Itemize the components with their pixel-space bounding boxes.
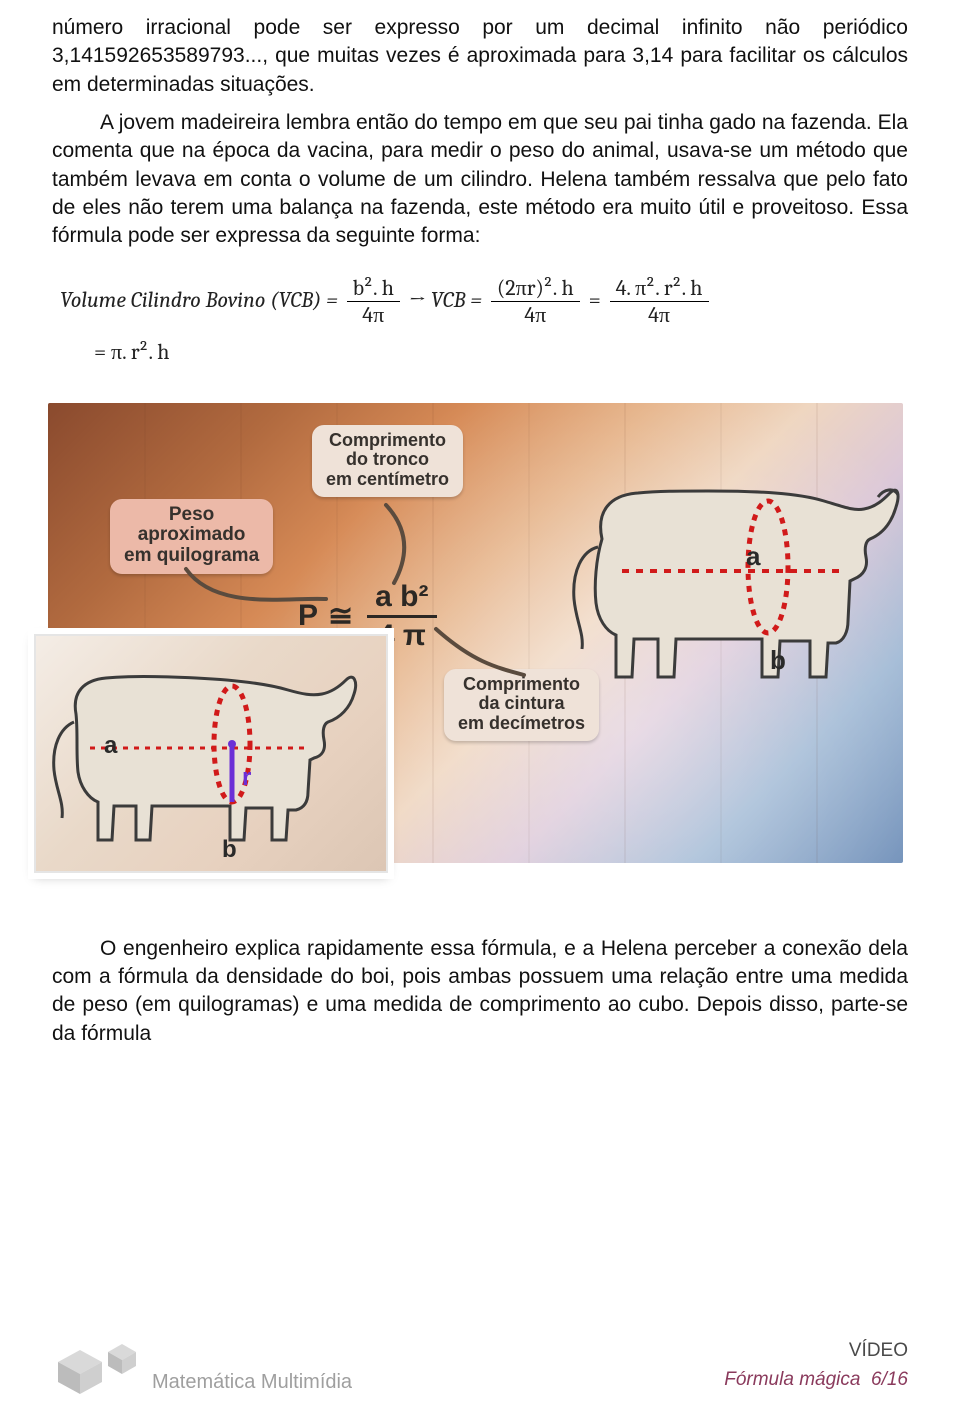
eq-approx: ≅ bbox=[328, 599, 353, 634]
footer-right: VÍDEO Fórmula mágica 6/16 bbox=[724, 1337, 908, 1394]
cow-large-label-b: b bbox=[770, 645, 786, 676]
brand-logo-icon bbox=[52, 1340, 142, 1394]
tag-tronco: Comprimentodo troncoem centímetro bbox=[312, 425, 463, 497]
formula-frac-1: b². h 4π bbox=[347, 275, 400, 329]
formula-arrow: → bbox=[409, 287, 426, 313]
cow-small-label-r: r bbox=[242, 764, 251, 792]
paragraph-3: O engenheiro explica rapidamente essa fó… bbox=[52, 935, 908, 1048]
eq-num: a b² bbox=[367, 579, 436, 618]
frac3-den: 4π bbox=[610, 302, 709, 328]
infographic-inset: a r b bbox=[34, 634, 388, 873]
frac2-num: (2πr)². h bbox=[491, 275, 580, 302]
formula-vcb: Volume Cilindro Bovino (VCB) = b². h 4π … bbox=[60, 275, 908, 375]
brand-text: Matemática Multimídia bbox=[152, 1371, 352, 1394]
paragraph-1: número irracional pode ser expresso por … bbox=[52, 14, 908, 99]
formula-frac-2: (2πr)². h 4π bbox=[491, 275, 580, 329]
footer-title: Fórmula mágica bbox=[724, 1369, 860, 1390]
page-footer: Matemática Multimídia VÍDEO Fórmula mági… bbox=[52, 1337, 908, 1394]
formula-tail: = π. r². h bbox=[94, 339, 169, 365]
footer-video-label: VÍDEO bbox=[724, 1337, 908, 1366]
frac1-num: b². h bbox=[347, 275, 400, 302]
brand: Matemática Multimídia bbox=[52, 1340, 352, 1394]
cow-large bbox=[548, 451, 900, 703]
cow-small bbox=[36, 636, 386, 871]
cow-small-label-b: b bbox=[222, 836, 237, 864]
cow-small-label-a: a bbox=[104, 732, 117, 760]
footer-page-num: 6/16 bbox=[871, 1369, 908, 1390]
frac1-den: 4π bbox=[347, 302, 400, 328]
frac3-num: 4. π². r². h bbox=[610, 275, 709, 302]
paragraph-2: A jovem madeireira lembra então do tempo… bbox=[52, 109, 908, 251]
formula-lhs: Volume Cilindro Bovino (VCB) = bbox=[60, 287, 338, 313]
formula-mid: VCB = bbox=[431, 287, 482, 313]
cow-large-label-a: a bbox=[746, 541, 760, 572]
infographic: Pesoaproximadoem quilograma Comprimentod… bbox=[48, 403, 903, 863]
formula-eq: = bbox=[589, 287, 601, 313]
tag-peso: Pesoaproximadoem quilograma bbox=[110, 499, 273, 575]
formula-frac-3: 4. π². r². h 4π bbox=[610, 275, 709, 329]
eq-P: P bbox=[298, 599, 318, 633]
frac2-den: 4π bbox=[491, 302, 580, 328]
